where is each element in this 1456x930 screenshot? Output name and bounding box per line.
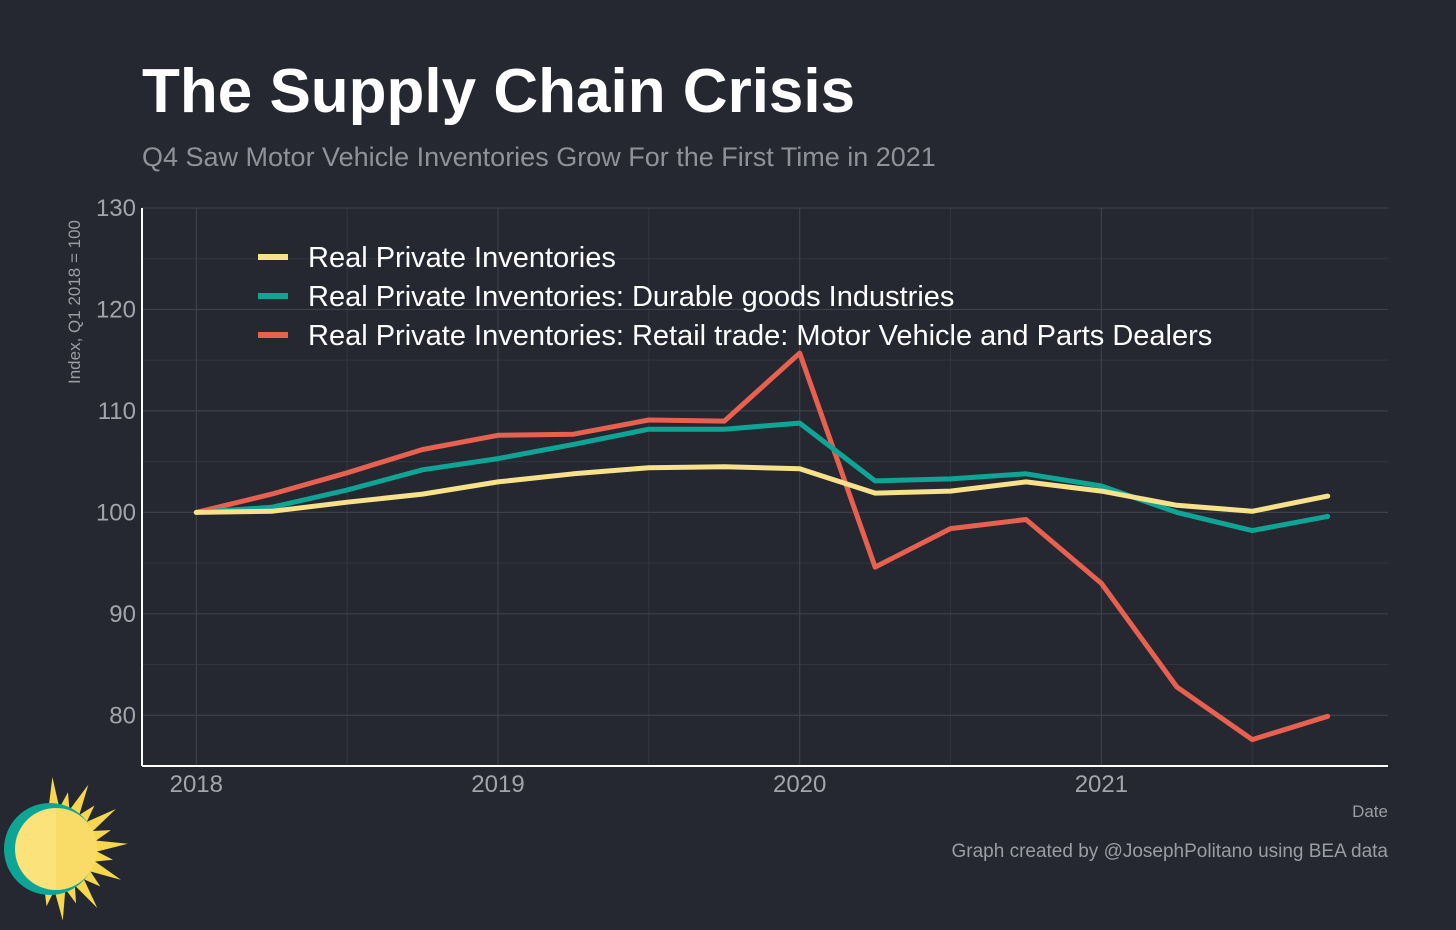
sun-ray <box>91 849 114 862</box>
y-tick-label: 80 <box>109 702 136 729</box>
series-line-1 <box>193 420 1331 534</box>
chart-subtitle: Q4 Saw Motor Vehicle Inventories Grow Fo… <box>142 142 936 172</box>
series-line-2 <box>193 350 1331 743</box>
chart-title: The Supply Chain Crisis <box>142 57 856 126</box>
y-tick-label: 100 <box>96 499 136 526</box>
sun-shade <box>56 808 97 890</box>
legend-label: Real Private Inventories: Retail trade: … <box>308 320 1212 352</box>
sun-icon <box>4 777 128 921</box>
sun-ray <box>83 809 116 834</box>
legend: Real Private Inventories Real Private Inv… <box>258 242 1212 352</box>
x-axis-title: Date <box>1352 802 1388 821</box>
y-axis-title: Index, Q1 2018 = 100 <box>65 220 84 384</box>
y-tick-label: 90 <box>109 601 136 628</box>
legend-label: Real Private Inventories <box>308 242 616 274</box>
y-tick-label: 120 <box>96 296 136 323</box>
y-tick-label: 130 <box>96 195 136 222</box>
legend-label: Real Private Inventories: Durable goods … <box>308 281 954 313</box>
source-caption: Graph created by @JosephPolitano using B… <box>951 841 1388 862</box>
x-tick-label: 2021 <box>1075 771 1128 798</box>
grid-lines <box>142 207 1388 767</box>
sun-ray <box>92 840 128 853</box>
series-lines <box>193 350 1331 743</box>
sun-rays <box>43 777 128 921</box>
y-tick-label: 110 <box>98 398 136 425</box>
series-line-0 <box>193 464 1331 515</box>
sun-ray <box>87 859 122 880</box>
x-tick-label: 2020 <box>773 771 826 798</box>
axes: 80 90 100 110 120 130 2018 2019 2020 2021 <box>96 195 1388 798</box>
x-tick-label: 2018 <box>170 771 223 798</box>
x-tick-label: 2019 <box>471 771 524 798</box>
